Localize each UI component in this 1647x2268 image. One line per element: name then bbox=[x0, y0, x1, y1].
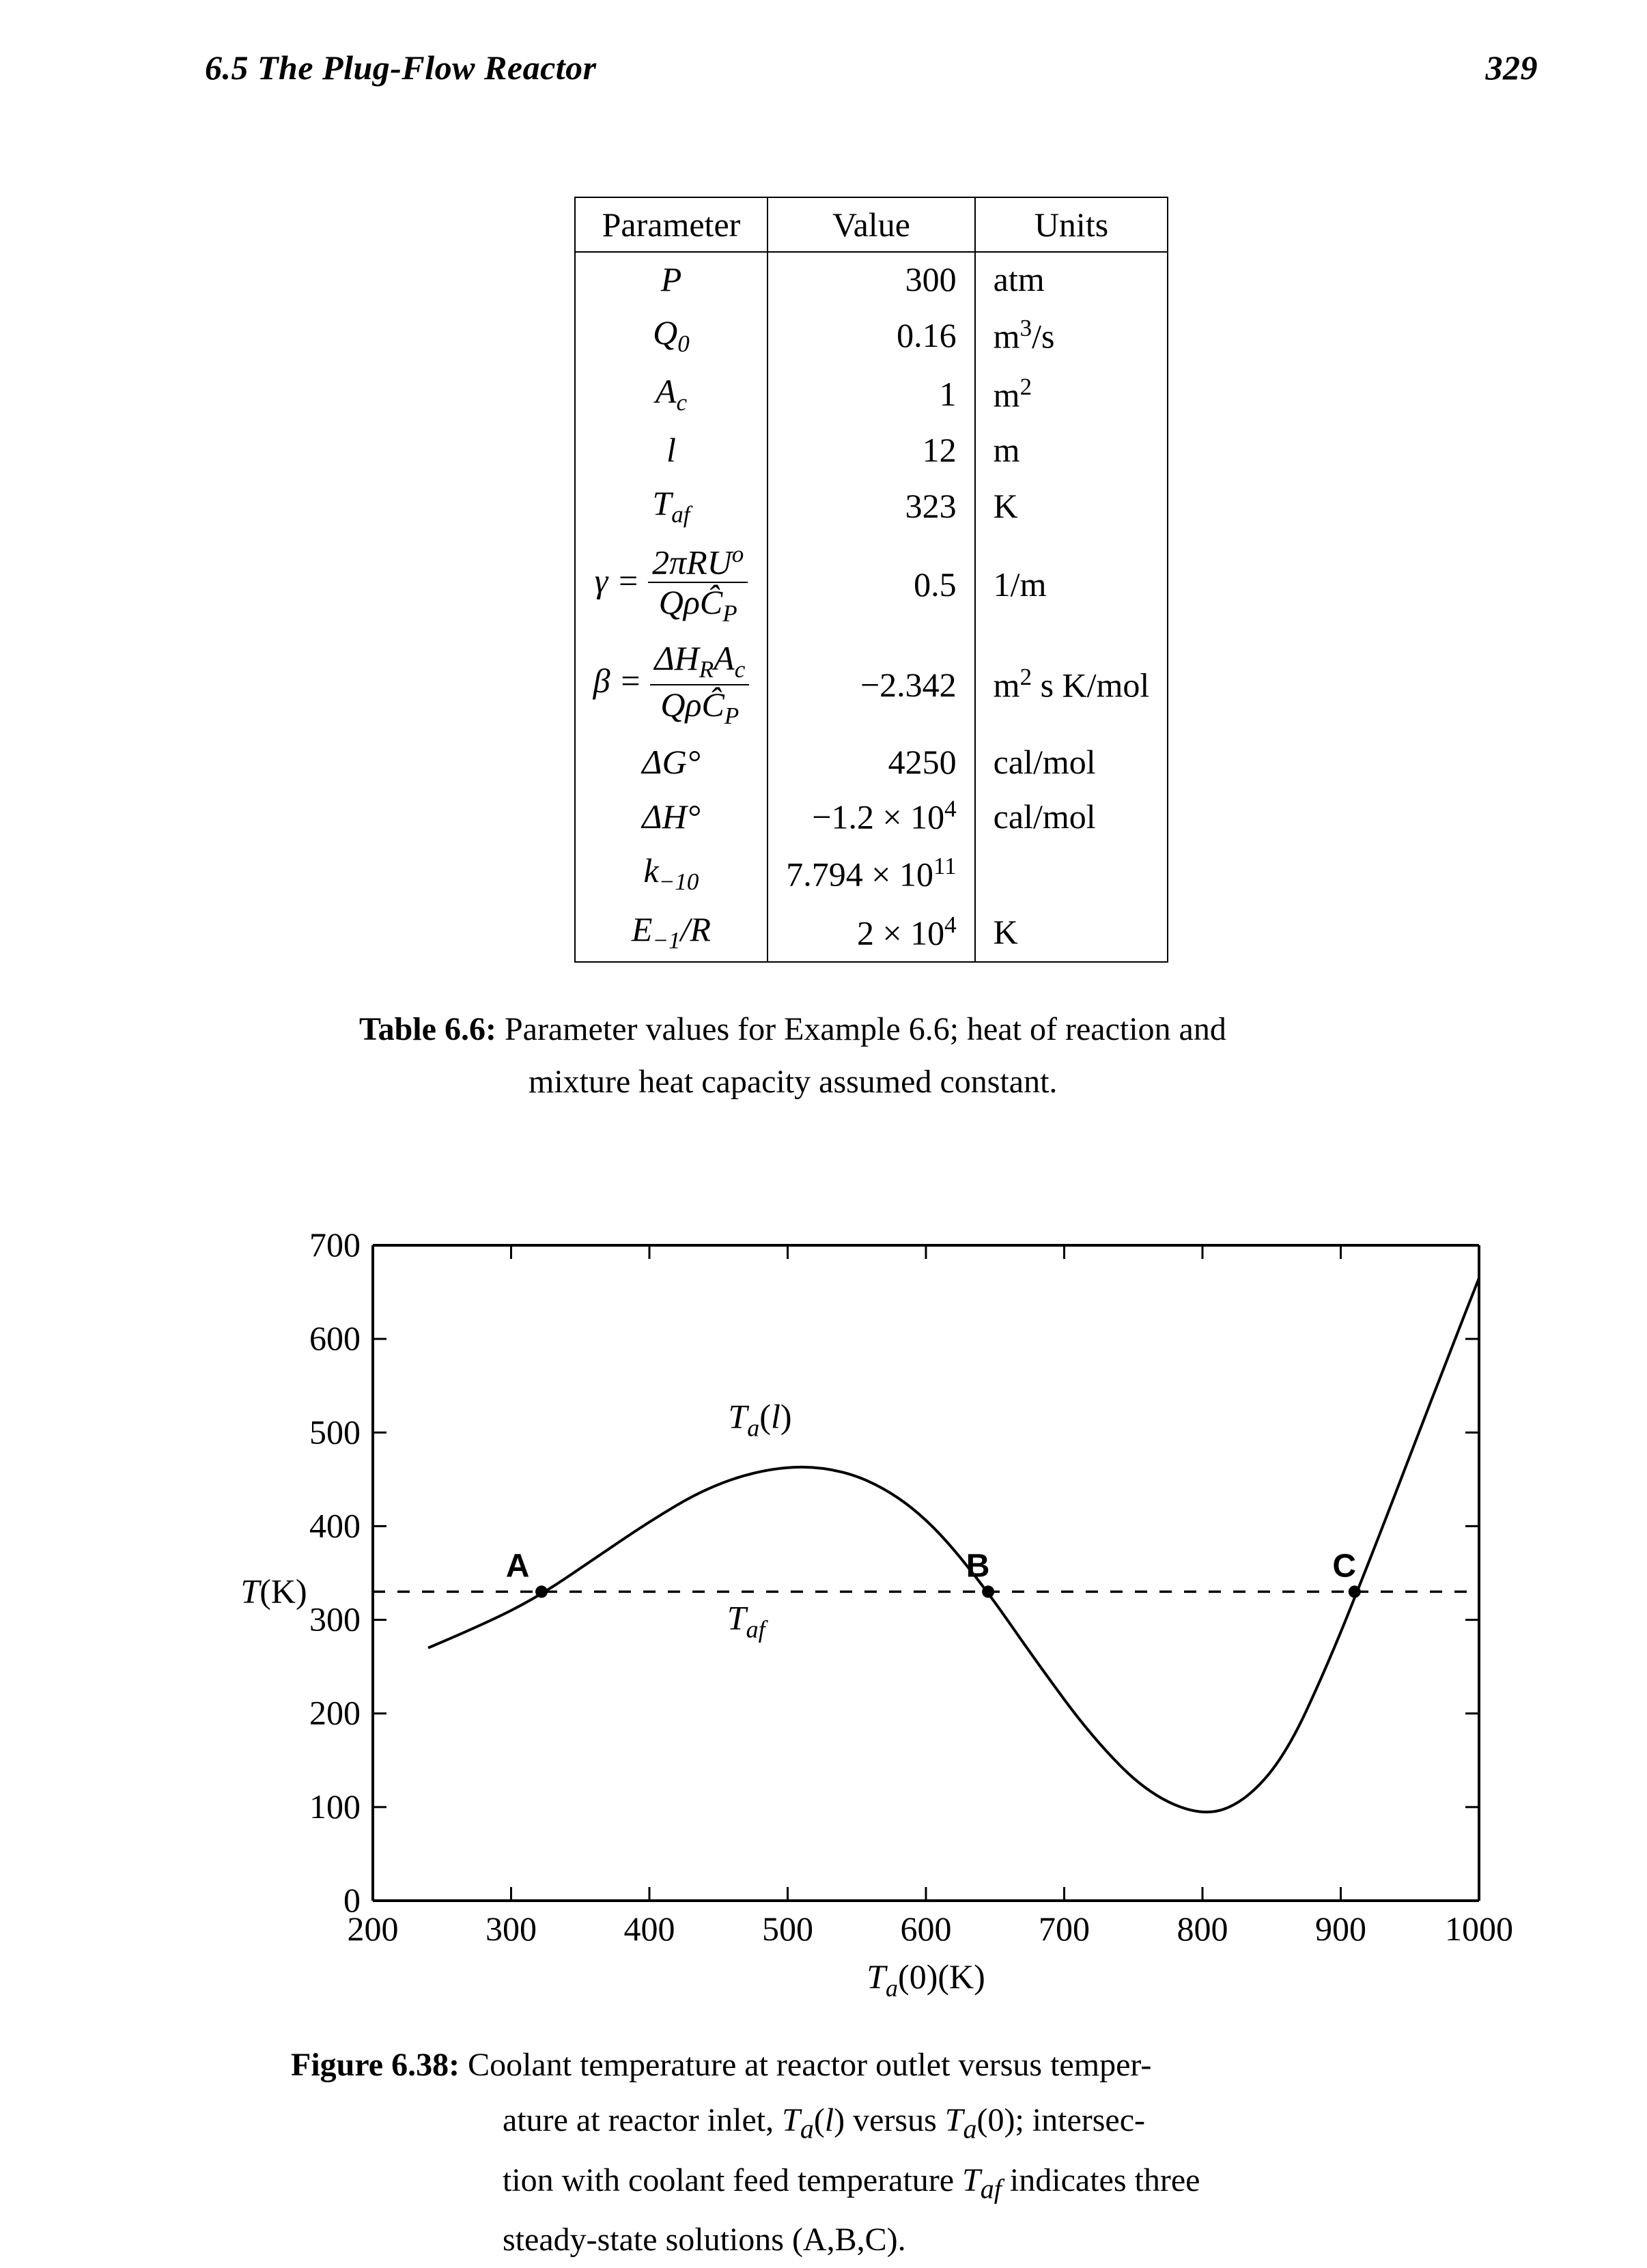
svg-text:A: A bbox=[506, 1548, 530, 1584]
parameter-cell: E−1/R bbox=[575, 903, 768, 962]
value-cell: −2.342 bbox=[768, 634, 974, 736]
units-cell: m2 s K/mol bbox=[975, 634, 1168, 736]
units-cell: K bbox=[975, 477, 1168, 535]
table-row: ΔH°−1.2 × 104cal/mol bbox=[575, 789, 1168, 844]
value-cell: 12 bbox=[768, 423, 974, 477]
svg-text:300: 300 bbox=[485, 1910, 537, 1948]
table-row: γ = 2πRUoQρĈP0.51/m bbox=[575, 535, 1168, 634]
page-number: 329 bbox=[1486, 48, 1538, 87]
parameter-cell: γ = 2πRUoQρĈP bbox=[575, 535, 768, 634]
chart: 2003004005006007008009001000010020030040… bbox=[223, 1218, 1520, 2003]
svg-text:0: 0 bbox=[343, 1881, 361, 1919]
table-caption: Table 6.6: Parameter values for Example … bbox=[359, 1004, 1383, 1109]
svg-text:700: 700 bbox=[309, 1225, 361, 1264]
table-row: Taf323K bbox=[575, 477, 1168, 535]
units-cell: m bbox=[975, 423, 1168, 477]
svg-text:800: 800 bbox=[1177, 1910, 1228, 1948]
units-cell: cal/mol bbox=[975, 789, 1168, 844]
table-row: Ac1m2 bbox=[575, 365, 1168, 423]
svg-text:B: B bbox=[966, 1548, 990, 1584]
table-caption-text: Parameter values for Example 6.6; heat o… bbox=[505, 1011, 1226, 1047]
figure-caption-text: Coolant temperature at reactor outlet ve… bbox=[468, 2047, 1151, 2083]
svg-text:600: 600 bbox=[309, 1319, 361, 1357]
chart-wrap: 2003004005006007008009001000010020030040… bbox=[223, 1218, 1520, 2003]
svg-text:300: 300 bbox=[309, 1600, 361, 1638]
figure-caption-text: steady-state solutions (A,B,C). bbox=[291, 2212, 1452, 2268]
parameter-table-wrap: Parameter Value Units P300atmQ00.16m3/sA… bbox=[205, 197, 1538, 963]
table-caption-lead: Table 6.6: bbox=[359, 1011, 496, 1047]
table-header-row: Parameter Value Units bbox=[575, 197, 1168, 252]
svg-text:200: 200 bbox=[309, 1693, 361, 1731]
value-cell: 323 bbox=[768, 477, 974, 535]
page: 6.5 The Plug-Flow Reactor 329 Parameter … bbox=[0, 0, 1647, 2263]
units-cell: K bbox=[975, 903, 1168, 962]
parameter-cell: P bbox=[575, 252, 768, 306]
svg-text:400: 400 bbox=[624, 1910, 675, 1948]
value-cell: 7.794 × 1011 bbox=[768, 844, 974, 903]
svg-text:C: C bbox=[1332, 1548, 1356, 1584]
table-caption-text: mixture heat capacity assumed constant. bbox=[359, 1056, 1383, 1109]
table-header: Value bbox=[768, 197, 974, 252]
parameter-cell: Taf bbox=[575, 477, 768, 535]
table-row: β = ΔHRAcQρĈP−2.342m2 s K/mol bbox=[575, 634, 1168, 736]
figure-caption-text: ature at reactor inlet, Ta(l) versus Ta(… bbox=[291, 2093, 1452, 2153]
table-row: ΔG°4250cal/mol bbox=[575, 735, 1168, 789]
value-cell: 300 bbox=[768, 252, 974, 306]
svg-text:1000: 1000 bbox=[1445, 1910, 1513, 1948]
table-row: Q00.16m3/s bbox=[575, 306, 1168, 365]
value-cell: 2 × 104 bbox=[768, 903, 974, 962]
value-cell: 0.16 bbox=[768, 306, 974, 365]
units-cell: m3/s bbox=[975, 306, 1168, 365]
units-cell: m2 bbox=[975, 365, 1168, 423]
parameter-cell: Ac bbox=[575, 365, 768, 423]
svg-text:500: 500 bbox=[762, 1910, 813, 1948]
figure-caption-text: tion with coolant feed temperature Taf i… bbox=[291, 2153, 1452, 2213]
value-cell: 0.5 bbox=[768, 535, 974, 634]
value-cell: 1 bbox=[768, 365, 974, 423]
svg-text:T(K): T(K) bbox=[240, 1572, 307, 1610]
units-cell bbox=[975, 844, 1168, 903]
svg-text:Ta(l): Ta(l) bbox=[728, 1397, 791, 1441]
svg-text:600: 600 bbox=[901, 1910, 952, 1948]
section-title: 6.5 The Plug-Flow Reactor bbox=[205, 48, 597, 87]
parameter-cell: l bbox=[575, 423, 768, 477]
svg-text:400: 400 bbox=[309, 1506, 361, 1544]
running-header: 6.5 The Plug-Flow Reactor 329 bbox=[205, 48, 1538, 87]
table-row: P300atm bbox=[575, 252, 1168, 306]
value-cell: 4250 bbox=[768, 735, 974, 789]
svg-text:900: 900 bbox=[1315, 1910, 1366, 1948]
parameter-cell: ΔH° bbox=[575, 789, 768, 844]
units-cell: cal/mol bbox=[975, 735, 1168, 789]
svg-text:Ta(0)(K): Ta(0)(K) bbox=[867, 1957, 985, 2002]
table-header: Units bbox=[975, 197, 1168, 252]
parameter-cell: β = ΔHRAcQρĈP bbox=[575, 634, 768, 736]
svg-text:500: 500 bbox=[309, 1413, 361, 1451]
units-cell: 1/m bbox=[975, 535, 1168, 634]
parameter-cell: k−10 bbox=[575, 844, 768, 903]
table-row: l12m bbox=[575, 423, 1168, 477]
units-cell: atm bbox=[975, 252, 1168, 306]
figure-caption: Figure 6.38: Coolant temperature at reac… bbox=[291, 2037, 1452, 2268]
svg-text:100: 100 bbox=[309, 1787, 361, 1826]
value-cell: −1.2 × 104 bbox=[768, 789, 974, 844]
svg-text:700: 700 bbox=[1039, 1910, 1090, 1948]
table-row: k−107.794 × 1011 bbox=[575, 844, 1168, 903]
parameter-cell: ΔG° bbox=[575, 735, 768, 789]
parameter-cell: Q0 bbox=[575, 306, 768, 365]
table-header: Parameter bbox=[575, 197, 768, 252]
table-row: E−1/R2 × 104K bbox=[575, 903, 1168, 962]
figure-caption-lead: Figure 6.38: bbox=[291, 2047, 460, 2083]
parameter-table: Parameter Value Units P300atmQ00.16m3/sA… bbox=[574, 197, 1169, 963]
